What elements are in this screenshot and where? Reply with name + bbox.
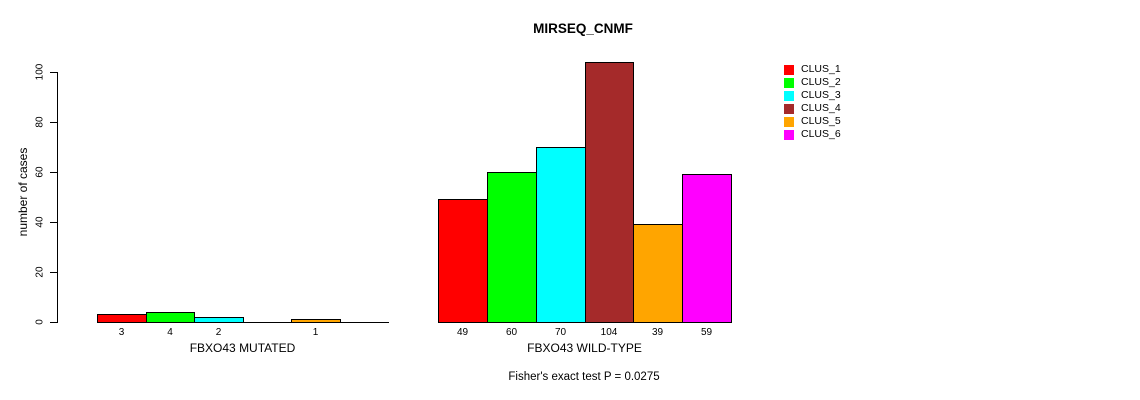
bar-clus_3 (536, 147, 586, 323)
legend-label: CLUS_4 (801, 102, 841, 114)
y-axis-tick-label: 0 (34, 319, 46, 325)
y-axis-tick (50, 272, 57, 273)
legend-color-swatch-clus_2 (784, 77, 794, 88)
y-axis-line (57, 72, 58, 323)
legend-item: CLUS_3 (784, 90, 841, 101)
y-axis-tick (50, 172, 57, 173)
bar-value-label: 39 (651, 327, 664, 338)
fisher-test-annotation: Fisher's exact test P = 0.0275 (508, 371, 660, 383)
legend-color-swatch-clus_5 (784, 116, 794, 127)
legend-label: CLUS_6 (801, 128, 841, 140)
y-axis-tick (50, 222, 57, 223)
bar-value-label: 70 (554, 327, 567, 338)
legend-label: CLUS_2 (801, 76, 841, 88)
legend-item: CLUS_6 (784, 129, 841, 140)
bar-clus_6 (682, 174, 732, 323)
bar-value-label: 1 (312, 327, 319, 338)
legend-label: CLUS_3 (801, 89, 841, 101)
bar-value-label: 60 (505, 327, 518, 338)
legend-item: CLUS_2 (784, 77, 841, 88)
bar-value-label: 2 (215, 327, 222, 338)
y-axis-tick (50, 72, 57, 73)
bar-clus_3 (194, 317, 244, 323)
y-axis-tick-label: 100 (34, 63, 46, 81)
x-axis-group-label: FBXO43 WILD-TYPE (527, 341, 642, 355)
bar-value-label: 104 (600, 327, 618, 338)
y-axis-tick (50, 122, 57, 123)
chart-title: MIRSEQ_CNMF (533, 21, 633, 36)
legend-item: CLUS_4 (784, 103, 841, 114)
bar-value-label: 4 (167, 327, 173, 338)
y-axis-tick-label: 60 (34, 166, 46, 178)
bar-value-label: 3 (118, 327, 125, 338)
legend-color-swatch-clus_1 (784, 64, 794, 75)
y-axis-tick-label: 20 (34, 266, 46, 278)
bar-value-label: 59 (700, 327, 713, 338)
x-axis-group-label: FBXO43 MUTATED (189, 341, 296, 355)
bar-clus_5 (633, 224, 683, 323)
legend-item: CLUS_1 (784, 64, 841, 75)
y-axis-tick-label: 40 (34, 216, 46, 228)
legend-label: CLUS_1 (801, 63, 841, 75)
legend-item: CLUS_5 (784, 116, 841, 127)
bar-clus_5 (291, 319, 341, 323)
bar-clus_1 (438, 199, 488, 323)
legend-color-swatch-clus_4 (784, 103, 794, 114)
legend-color-swatch-clus_3 (784, 90, 794, 101)
bar-clus_2 (487, 172, 537, 323)
bar-clus_2 (146, 312, 195, 323)
bar-clus_4 (585, 62, 634, 323)
bar-value-label: 49 (456, 327, 469, 338)
legend-label: CLUS_5 (801, 115, 841, 127)
bar-clus_1 (97, 314, 147, 323)
y-axis-tick-label: 80 (34, 116, 46, 128)
y-axis-tick (50, 322, 57, 323)
legend-color-swatch-clus_6 (784, 129, 794, 140)
